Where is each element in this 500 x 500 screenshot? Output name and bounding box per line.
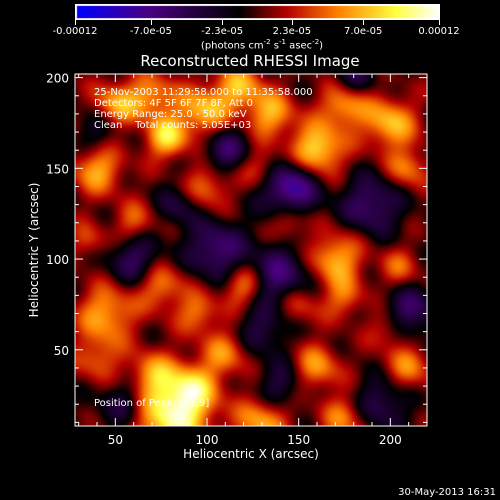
y-tick-label: 50: [54, 344, 69, 358]
y-tick-label: 150: [46, 162, 69, 176]
chart-title: Reconstructed RHESSI Image: [140, 52, 360, 70]
footer-timestamp: 30-May-2013 16:31: [398, 487, 496, 498]
colorbar-tick-label: -7.0e-05: [129, 26, 172, 37]
x-tick-label: 100: [196, 433, 219, 447]
x-tick-label: 200: [379, 433, 402, 447]
colorbar-units: (photons cm-2 s-1 asec-2): [200, 38, 324, 52]
x-tick-label: 150: [287, 433, 310, 447]
colorbar-tick-label: 0.00012: [418, 26, 460, 37]
x-tick-label: 50: [108, 433, 123, 447]
colorbar-tick-label: 7.0e-05: [343, 26, 383, 37]
y-axis-label: Heliocentric Y (arcsec): [27, 182, 41, 318]
colorbar-tick-mark: [75, 20, 76, 25]
colorbar-ticks: [75, 20, 440, 26]
colorbar-tick-mark: [150, 20, 152, 25]
annotation-energy-range: Energy Range: 25.0 - 50.0 keV: [94, 109, 247, 120]
y-tick-label: 100: [46, 253, 69, 267]
x-axis-label: Heliocentric X (arcsec): [183, 447, 319, 461]
annotation-time-range: 25-Nov-2003 11:29:58.000 to 11:35:58.000: [94, 87, 313, 98]
annotation-peak-position: Position of Peak: [81,9]: [94, 398, 210, 409]
colorbar-tick-label: 2.3e-05: [272, 26, 312, 37]
colorbar: [75, 4, 440, 26]
colorbar-tick-label: -0.00012: [52, 26, 98, 37]
colorbar-tick-mark: [291, 20, 293, 25]
colorbar-gradient: [75, 4, 440, 20]
colorbar-tick-mark: [222, 20, 224, 25]
colorbar-tick-label: -2.3e-05: [201, 26, 244, 37]
colorbar-tick-mark: [363, 20, 365, 25]
annotation-detectors: Detectors: 4F 5F 6F 7F 8F, Att 0: [94, 98, 254, 109]
y-tick-label: 200: [46, 72, 69, 86]
colorbar-tick-mark: [439, 20, 440, 25]
annotation-clean-counts: Clean Total counts: 5.05E+03: [94, 120, 252, 131]
